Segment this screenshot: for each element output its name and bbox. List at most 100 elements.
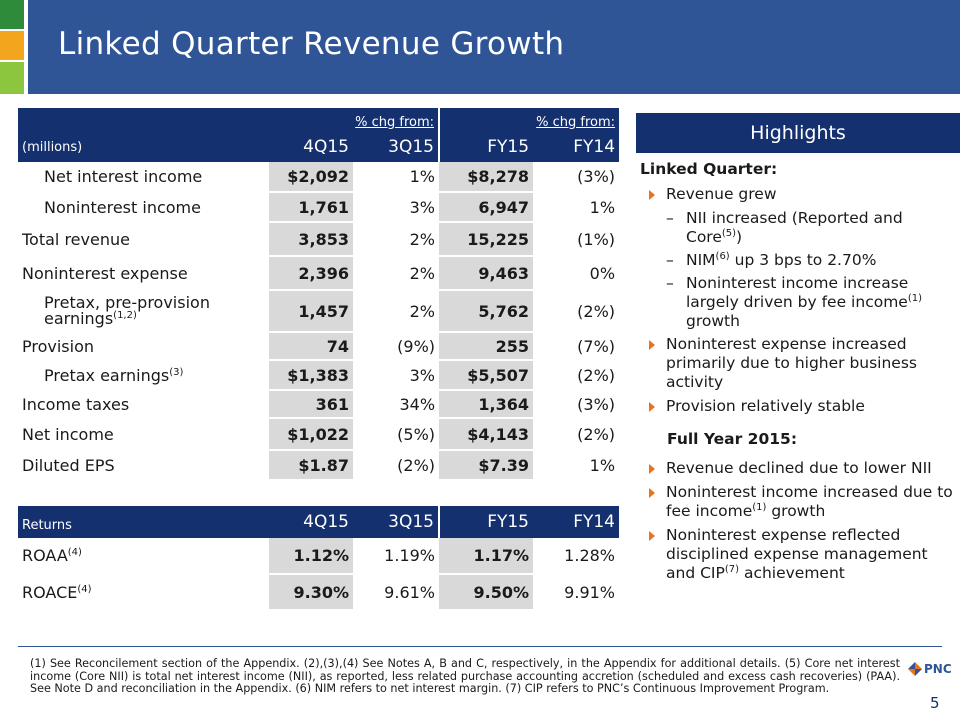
revenue-table: % chg from: % chg from: (millions) 4Q15 … — [18, 108, 620, 481]
list-item: Noninterest income increased due to fee … — [640, 483, 955, 521]
quarter-change-label: % chg from: — [355, 115, 435, 130]
cell-value: (7%) — [533, 332, 620, 361]
cell-value: (2%) — [533, 360, 620, 391]
cell-value: 9,463 — [439, 256, 534, 291]
cell-value: 9.61% — [353, 574, 439, 611]
cell-value: 1% — [353, 162, 440, 193]
cell-value: 0% — [533, 256, 620, 291]
cell-value: $5,507 — [439, 360, 534, 391]
cell-value: 2,396 — [269, 256, 353, 291]
cell-value: (3%) — [533, 390, 620, 419]
row-label: Noninterest expense — [18, 256, 269, 291]
list-item: Noninterest expense reflected discipline… — [640, 526, 955, 583]
cell-value: 2% — [353, 290, 440, 333]
row-label: Pretax, pre-provision earnings(1,2) — [18, 290, 269, 333]
col-fy14: FY14 — [533, 132, 620, 162]
units-label: (millions) — [18, 132, 269, 162]
row-label: Diluted EPS — [18, 450, 269, 481]
row-label: Total revenue — [18, 222, 269, 257]
cell-value: 1.17% — [439, 538, 533, 575]
cell-value: 1.12% — [269, 538, 353, 575]
arrow-bullet-icon — [649, 531, 655, 541]
dash-bullet-icon: – — [666, 274, 674, 292]
arrow-bullet-icon — [649, 464, 655, 474]
cell-value: 74 — [269, 332, 353, 361]
cell-value: 9.30% — [269, 574, 353, 611]
cell-value: 6,947 — [439, 192, 534, 223]
cell-value: (5%) — [353, 418, 440, 451]
table-row: Net income $1,022 (5%) $4,143 (2%) — [18, 418, 620, 451]
list-item: Revenue declined due to lower NII — [640, 459, 955, 478]
cell-value: (9%) — [353, 332, 440, 361]
table-row: Noninterest income 1,761 3% 6,947 1% — [18, 192, 620, 223]
cell-value: 1% — [533, 450, 620, 481]
cell-value: (2%) — [533, 290, 620, 333]
table-row: ROACE(4) 9.30% 9.61% 9.50% 9.91% — [18, 574, 619, 611]
col-3q15: 3Q15 — [353, 132, 440, 162]
table-row: Total revenue 3,853 2% 15,225 (1%) — [18, 222, 620, 257]
col-fy14: FY14 — [533, 506, 619, 538]
footer-divider — [18, 646, 942, 647]
cell-value: 9.91% — [533, 574, 619, 611]
list-item: – NII increased (Reported and Core(5)) — [666, 209, 903, 246]
cell-value: (2%) — [533, 418, 620, 451]
row-label: Net interest income — [18, 162, 269, 193]
table-row: Provision 74 (9%) 255 (7%) — [18, 332, 620, 361]
cell-value: $4,143 — [439, 418, 534, 451]
cell-value: 1% — [533, 192, 620, 223]
col-3q15: 3Q15 — [353, 506, 439, 538]
table-row: Pretax, pre-provision earnings(1,2) 1,45… — [18, 290, 620, 333]
cell-value: 1,364 — [439, 390, 534, 419]
cell-value: (3%) — [533, 162, 620, 193]
row-label: Pretax earnings(3) — [18, 360, 269, 391]
header-bar — [28, 0, 960, 94]
cell-value: 5,762 — [439, 290, 534, 333]
cell-value: 15,225 — [439, 222, 534, 257]
cell-value: 9.50% — [439, 574, 533, 611]
cell-value: $8,278 — [439, 162, 534, 193]
cell-value: $1,383 — [269, 360, 353, 391]
table-column-row: (millions) 4Q15 3Q15 FY15 FY14 — [18, 132, 620, 162]
row-label: Net income — [18, 418, 269, 451]
table-row: Income taxes 361 34% 1,364 (3%) — [18, 390, 620, 419]
row-label: Noninterest income — [18, 192, 269, 223]
arrow-bullet-icon — [649, 190, 655, 200]
returns-header-row: Returns 4Q15 3Q15 FY15 FY14 — [18, 506, 619, 538]
list-item: – Noninterest income increase largely dr… — [666, 274, 923, 330]
col-fy15: FY15 — [438, 132, 534, 162]
list-item: Revenue grew — [640, 185, 955, 204]
arrow-bullet-icon — [649, 402, 655, 412]
highlights-title: Highlights — [636, 113, 960, 153]
cell-value: 1.19% — [353, 538, 439, 575]
corner-square-lightgreen — [0, 62, 24, 94]
cell-value: 2% — [353, 256, 440, 291]
col-fy15: FY15 — [438, 506, 533, 538]
logo-text: PNC — [924, 662, 952, 676]
corner-square-orange — [0, 31, 24, 60]
cell-value: 1.28% — [533, 538, 619, 575]
cell-value: (1%) — [533, 222, 620, 257]
arrow-bullet-icon — [649, 340, 655, 350]
page-number: 5 — [930, 694, 940, 712]
table-row: ROAA(4) 1.12% 1.19% 1.17% 1.28% — [18, 538, 619, 575]
returns-table: Returns 4Q15 3Q15 FY15 FY14 ROAA(4) 1.12… — [18, 506, 619, 611]
table-row: Pretax earnings(3) $1,383 3% $5,507 (2%) — [18, 360, 620, 391]
page-title: Linked Quarter Revenue Growth — [58, 26, 565, 62]
dash-bullet-icon: – — [666, 209, 674, 227]
row-label: ROAA(4) — [18, 538, 269, 575]
linked-quarter-heading: Linked Quarter: — [640, 160, 778, 178]
cell-value: (2%) — [353, 450, 440, 481]
cell-value: 3% — [353, 192, 440, 223]
cell-value: 3,853 — [269, 222, 353, 257]
cell-value: $7.39 — [439, 450, 534, 481]
cell-value: $1.87 — [269, 450, 353, 481]
arrow-bullet-icon — [649, 488, 655, 498]
cell-value: 34% — [353, 390, 440, 419]
table-row: Diluted EPS $1.87 (2%) $7.39 1% — [18, 450, 620, 481]
cell-value: 361 — [269, 390, 353, 419]
list-item: Noninterest expense increased primarily … — [640, 335, 955, 392]
table-row: Net interest income $2,092 1% $8,278 (3%… — [18, 162, 620, 193]
list-item: Provision relatively stable — [640, 397, 955, 416]
highlights-panel: Linked Quarter: Revenue grew – NII incre… — [640, 160, 955, 588]
dash-bullet-icon: – — [666, 251, 674, 269]
